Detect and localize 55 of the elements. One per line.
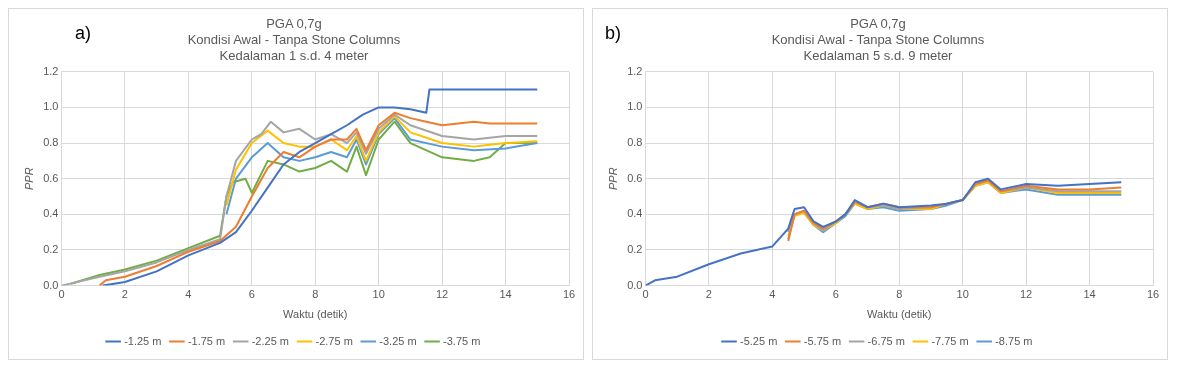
x-tick-label: 4 <box>769 288 776 301</box>
y-tick-label: 1.2 <box>43 64 59 77</box>
text: a) <box>75 23 92 44</box>
legend-label: -1.75 m <box>187 334 226 347</box>
x-tick-label: 12 <box>1020 288 1033 301</box>
y-axis-title: PPR <box>606 167 619 191</box>
x-tick-label: 10 <box>372 288 385 301</box>
legend-label: -1.25 m <box>124 334 162 347</box>
x-tick-label: 2 <box>121 288 128 301</box>
legend-label: -2.75 m <box>315 334 353 347</box>
y-tick-label: 1.0 <box>43 100 59 113</box>
legend-label: -3.25 m <box>379 334 417 347</box>
legend-label: -8.75 m <box>995 334 1033 347</box>
y-tick-label: 0.8 <box>627 136 643 149</box>
legend-label: -5.75 m <box>803 334 842 347</box>
y-tick-label: 1.2 <box>627 64 643 77</box>
y-tick-label: 0.4 <box>627 207 643 220</box>
x-tick-label: 12 <box>436 288 449 301</box>
x-tick-label: 6 <box>248 288 255 301</box>
text: b) <box>605 23 622 44</box>
y-tick-label: 0.6 <box>43 171 59 184</box>
x-tick-label: 10 <box>956 288 969 301</box>
text: PGA 0,7g <box>266 16 322 32</box>
legend-label: -6.75 m <box>867 334 905 347</box>
x-tick-label: 0 <box>642 288 649 301</box>
text: PGA 0,7g <box>850 16 906 32</box>
x-axis-title: Waktu (detik) <box>867 308 932 321</box>
y-tick-label: 0.0 <box>627 278 643 291</box>
y-tick-label: 0.8 <box>43 136 59 149</box>
text: Kedalaman 5 s.d. 9 meter <box>803 47 953 63</box>
x-tick-label: 8 <box>312 288 319 301</box>
y-tick-label: 0.2 <box>43 243 59 255</box>
x-tick-label: 0 <box>58 288 65 301</box>
text: Kedalaman 1 s.d. 4 meter <box>219 47 369 63</box>
x-tick-label: 16 <box>1146 288 1160 301</box>
legend-label: -3.75 m <box>443 334 481 347</box>
y-tick-label: 0.2 <box>627 243 643 255</box>
text: Kondisi Awal - Tanpa Stone Columns <box>771 31 985 47</box>
y-axis-title: PPR <box>22 167 35 191</box>
y-tick-label: 0.4 <box>43 207 59 220</box>
legend-label: -7.75 m <box>931 334 969 347</box>
x-tick-label: 8 <box>896 288 903 301</box>
x-tick-label: 4 <box>185 288 192 301</box>
y-tick-label: 0.6 <box>627 171 643 184</box>
y-tick-label: 1.0 <box>627 100 643 113</box>
x-tick-label: 14 <box>499 288 512 301</box>
x-axis-title: Waktu (detik) <box>283 308 348 321</box>
y-tick-label: 0.0 <box>43 278 59 291</box>
legend-label: -2.25 m <box>251 334 290 347</box>
legend-label: -5.25 m <box>740 334 778 347</box>
text: Kondisi Awal - Tanpa Stone Columns <box>187 31 401 47</box>
x-tick-label: 14 <box>1083 288 1096 301</box>
x-tick-label: 6 <box>832 288 839 301</box>
x-tick-label: 2 <box>705 288 712 301</box>
x-tick-label: 16 <box>562 288 576 301</box>
